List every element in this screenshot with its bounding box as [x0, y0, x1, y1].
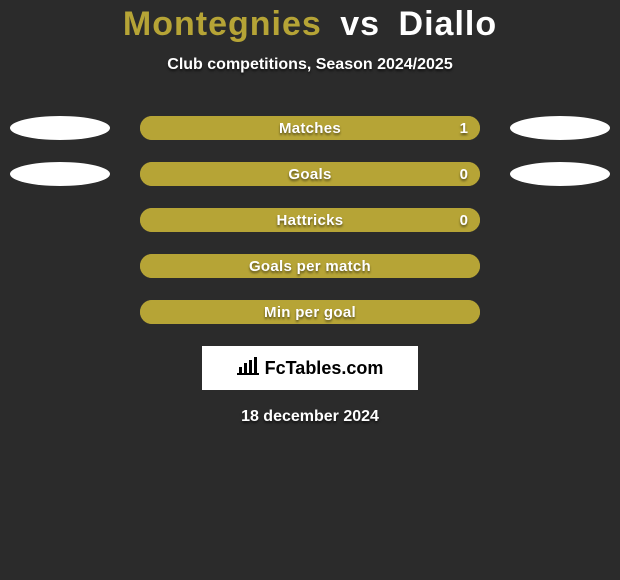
- left-ellipse: [10, 116, 110, 140]
- player1-name: Montegnies: [123, 5, 322, 43]
- stat-bar: Goals per match: [140, 254, 480, 278]
- stat-row: Min per goal: [0, 300, 620, 324]
- stat-value-right: 0: [460, 162, 468, 186]
- stat-label: Goals: [140, 162, 480, 186]
- stat-bar: Hattricks0: [140, 208, 480, 232]
- logo-text: FcTables.com: [265, 358, 384, 379]
- stat-bar: Min per goal: [140, 300, 480, 324]
- date-text: 18 december 2024: [0, 408, 620, 426]
- right-ellipse: [510, 162, 610, 186]
- stat-row: Hattricks0: [0, 208, 620, 232]
- logo-box: FcTables.com: [202, 346, 418, 390]
- stat-label: Hattricks: [140, 208, 480, 232]
- stat-label: Goals per match: [140, 254, 480, 278]
- player2-name: Diallo: [399, 5, 498, 43]
- stat-label: Matches: [140, 116, 480, 140]
- page-title: Montegnies vs Diallo: [0, 5, 620, 44]
- right-ellipse: [510, 116, 610, 140]
- stat-row: Matches1: [0, 116, 620, 140]
- stat-row: Goals per match: [0, 254, 620, 278]
- stat-value-right: 0: [460, 208, 468, 232]
- stat-label: Min per goal: [140, 300, 480, 324]
- stats-list: Matches1Goals0Hattricks0Goals per matchM…: [0, 116, 620, 324]
- stat-value-right: 1: [460, 116, 468, 140]
- vs-text: vs: [340, 5, 380, 43]
- comparison-widget: Montegnies vs Diallo Club competitions, …: [0, 0, 620, 426]
- left-ellipse: [10, 162, 110, 186]
- subtitle: Club competitions, Season 2024/2025: [0, 56, 620, 74]
- stat-bar: Goals0: [140, 162, 480, 186]
- chart-icon: [237, 357, 259, 380]
- stat-bar: Matches1: [140, 116, 480, 140]
- stat-row: Goals0: [0, 162, 620, 186]
